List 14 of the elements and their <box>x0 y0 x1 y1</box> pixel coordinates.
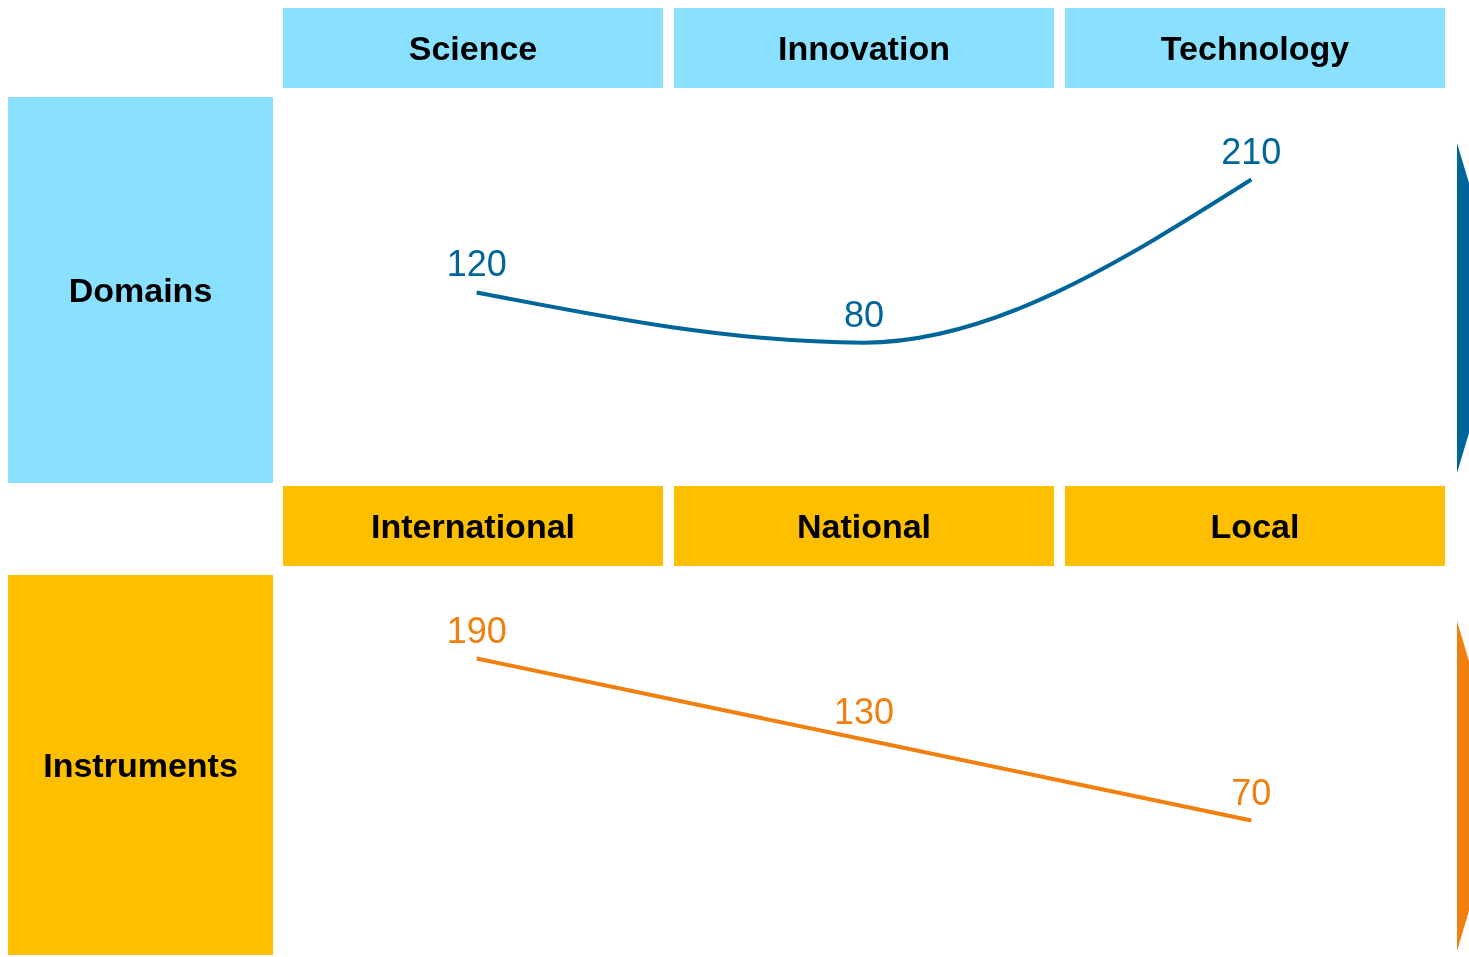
x-tick-label: Local <box>1065 486 1445 566</box>
data-label: 130 <box>833 690 895 732</box>
data-label: 70 <box>1231 771 1272 813</box>
data-label: 190 <box>446 609 507 651</box>
data-label: 210 <box>1221 130 1282 172</box>
x-tick-label: National <box>674 486 1054 566</box>
x-tick-label: Technology <box>1065 8 1445 88</box>
data-label: 80 <box>843 293 885 335</box>
y-axis-title: Domains <box>68 270 213 310</box>
x-tick-label: Innovation <box>674 8 1054 88</box>
data-label: 120 <box>446 243 507 285</box>
y-axis-title: Instruments <box>43 745 238 785</box>
x-tick-label: Science <box>283 8 663 88</box>
x-tick-label: International <box>283 486 663 566</box>
